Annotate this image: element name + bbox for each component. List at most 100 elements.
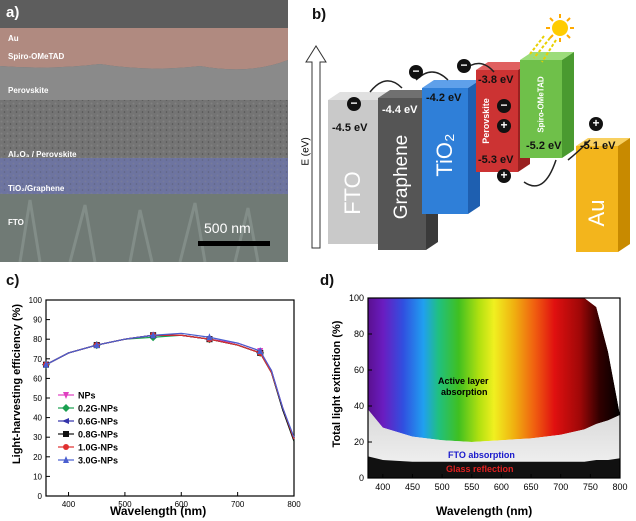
block-tio2 [422, 80, 480, 214]
level-fto: -4.5 eV [332, 122, 368, 134]
fto-absorption-area [368, 409, 620, 462]
chart-c-ytick-label: 50 [33, 394, 42, 403]
chart-c-point [257, 346, 264, 354]
chart-c-legend-marker [63, 431, 69, 437]
glyph-minus-perovskite: − [500, 98, 508, 112]
panel-b-label: b) [312, 6, 327, 23]
chart-c-legend-marker [62, 418, 69, 424]
chart-c-ytick-label: 10 [33, 472, 42, 481]
annotation-active-2: absorption [441, 387, 488, 397]
chart-c-point [93, 341, 100, 349]
glass-reflection-area [368, 456, 620, 478]
name-perovskite: Perovskite [481, 98, 491, 144]
chart-c-xtick-label: 700 [231, 500, 245, 509]
layer-label-tio2: TiO₂/Graphene [8, 184, 65, 193]
chart-d-xtick-label: 550 [464, 482, 479, 492]
chart-d-xtick-label: 500 [435, 482, 450, 492]
layer-label-al2o3: Al₂O₃ / Perovskite [8, 150, 77, 159]
chart-d-ytick-label: 60 [354, 365, 364, 375]
chart-d-xtick-label: 450 [405, 482, 420, 492]
chart-d-xtick-label: 650 [524, 482, 539, 492]
glyph-minus-fto: − [350, 96, 358, 110]
panel-a: a) Au Spiro-OMeTAD Perovskite Al₂O₃ / Pe… [0, 0, 288, 262]
panel-a-label: a) [6, 4, 20, 21]
charge-minus-tio2 [457, 59, 471, 73]
chart-c-legend-label: 3.0G-NPs [78, 456, 118, 466]
light-rays [529, 35, 557, 63]
chart-c-ytick-label: 60 [33, 374, 42, 383]
glyph-plus-bottom: + [500, 168, 508, 182]
level-perovskite-bottom: -5.3 eV [478, 154, 514, 166]
chart-c: 0 10 20 30 40 50 60 70 80 90 100 400 500 600 700 800 NPs… [29, 296, 302, 509]
chart-d-ytick-label: 40 [354, 401, 364, 411]
name-tio2: TiO₂ [432, 133, 457, 177]
annotation-glass: Glass reflection [446, 464, 514, 474]
glyph-plus-au: + [592, 116, 600, 130]
level-spiro: -5.2 eV [526, 140, 562, 152]
charge-plus-perovskite [497, 119, 511, 133]
chart-d-xtick-label: 400 [375, 482, 390, 492]
energy-axis-label: E (eV) [300, 137, 312, 166]
layer-label-fto: FTO [8, 218, 24, 227]
panel-d-label: d) [320, 272, 335, 289]
hole-arrow-2 [567, 139, 591, 161]
chart-c-xtick-label: 400 [62, 500, 76, 509]
chart-c-legend-label: NPs [78, 391, 96, 401]
chart-c-legend-marker [63, 444, 69, 450]
level-au: -5.1 eV [580, 140, 616, 152]
name-au: Au [584, 199, 609, 227]
level-perovskite-top: -3.8 eV [478, 74, 514, 86]
chart-c-ytick-label: 80 [33, 335, 42, 344]
chart-c-ylabel: Light-harvesting efficiency (%) [11, 303, 23, 465]
chart-c-ytick-label: 20 [33, 453, 42, 462]
energy-diagram [305, 14, 630, 252]
name-fto: FTO [340, 171, 365, 215]
chart-c-ytick-label: 0 [38, 492, 43, 501]
chart-d-frame [367, 297, 621, 479]
charge-minus-graphene [409, 65, 423, 79]
level-tio2: -4.2 eV [426, 92, 462, 104]
chart-c-legend-marker [63, 456, 69, 463]
layer-label-perovskite: Perovskite [8, 86, 49, 95]
name-graphene: Graphene [391, 134, 412, 220]
active-layer-area [368, 298, 620, 442]
chart-c-legend-marker [62, 404, 70, 412]
scale-bar-label: 500 nm [204, 220, 251, 236]
block-spiro [520, 52, 574, 158]
charge-minus-fto [347, 97, 361, 111]
chart-c-legend-label: 0.2G-NPs [78, 404, 118, 414]
chart-c-legend-label: 0.8G-NPs [78, 430, 118, 440]
chart-d-ytick-label: 100 [349, 293, 364, 303]
chart-d-ylabel: Total light extinction (%) [331, 320, 343, 448]
chart-d-ytick-label: 0 [359, 473, 364, 483]
annotation-active-1: Active layer [438, 376, 489, 386]
panel-d: d) 0 20 40 60 80 100 400 450 500 550 600 650 700 750 8… [318, 268, 636, 521]
sun-icon [546, 14, 574, 42]
name-spiro: Spiro-OMeTAD [536, 76, 546, 133]
scale-bar [198, 241, 270, 246]
panel-c: c) 0 10 20 30 40 50 60 70 80 90 100 400 500 600 700 800… [0, 268, 308, 521]
chart-c-ytick-label: 40 [33, 414, 42, 423]
charge-plus-au [589, 117, 603, 131]
glyph-minus-tio2: − [460, 58, 468, 72]
chart-c-point [150, 331, 157, 339]
chart-c-series-line [45, 332, 295, 438]
chart-c-point [43, 360, 49, 368]
chart-c-xtick-label: 800 [287, 500, 301, 509]
energy-axis [305, 45, 327, 249]
chart-c-ytick-label: 100 [29, 296, 43, 305]
chart-d-xtick-label: 600 [494, 482, 509, 492]
chart-c-ytick-label: 90 [33, 316, 42, 325]
chart-c-xtick-label: 600 [175, 500, 189, 509]
annotation-fto: FTO absorption [448, 450, 515, 460]
chart-c-legend-label: 0.6G-NPs [78, 417, 118, 427]
level-graphene: -4.4 eV [382, 104, 418, 116]
chart-d-ytick-label: 80 [354, 329, 364, 339]
chart-c-legend-label: 1.0G-NPs [78, 443, 118, 453]
panel-b: b) [298, 0, 636, 262]
chart-c-point [206, 333, 213, 341]
charge-plus-spiro-low [497, 169, 511, 183]
chart-d: 0 20 40 60 80 100 400 450 500 550 600 650 700 750 800 [349, 293, 628, 492]
chart-d-xtick-label: 800 [612, 482, 627, 492]
chart-c-xlabel: Wavelength (nm) [110, 504, 207, 518]
